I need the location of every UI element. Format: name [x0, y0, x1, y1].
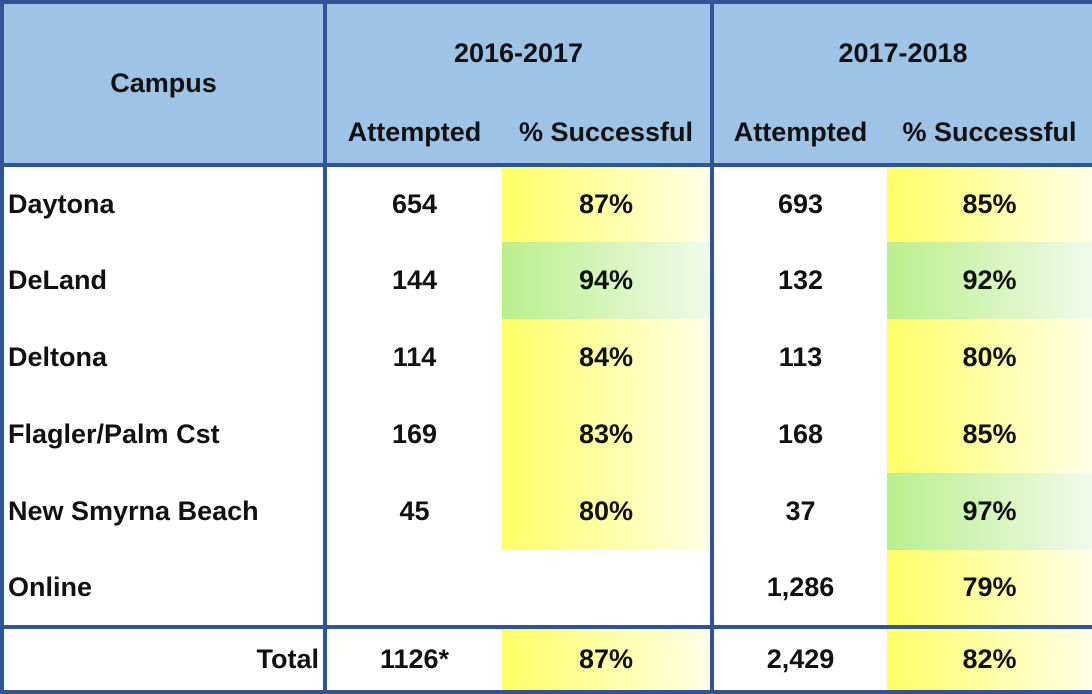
cell: 87% [502, 163, 712, 242]
subheader: % Successful [518, 117, 694, 147]
cell: 80% [502, 473, 712, 550]
cell: 113 [710, 319, 887, 396]
campus: Online [8, 572, 93, 602]
campus: Deltona [8, 342, 108, 372]
cell: 84% [502, 319, 712, 396]
campus: New Smyrna Beach [8, 496, 259, 526]
cell: 1,286 [710, 550, 887, 627]
year-header: 2017-2018 [710, 2, 1092, 102]
row: DeLand 144 94% 132 92% [2, 242, 1092, 319]
cell: 83% [502, 396, 712, 473]
cell: 654 [323, 163, 502, 242]
row: Online 1,286 79% [2, 550, 1092, 627]
campus: DeLand [8, 265, 108, 295]
cell: 144 [323, 242, 502, 319]
cell: 693 [710, 163, 887, 242]
cell: 79% [887, 550, 1092, 627]
campus: Daytona [2, 163, 325, 242]
cell [323, 550, 502, 627]
row: Deltona 114 84% 113 80% [2, 319, 1092, 396]
subheader: Attempted [323, 102, 502, 165]
cell: 169 [323, 396, 502, 473]
cell: 132 [710, 242, 887, 319]
subheader: Attempted [710, 102, 887, 165]
total-label: Total [2, 625, 325, 692]
cell: 94% [502, 242, 712, 319]
row: Flagler/Palm Cst 169 83% 168 85% [2, 396, 1092, 473]
year-header: 2016-2017 [323, 2, 712, 102]
cell: 37 [710, 473, 887, 550]
cell: 85% [887, 163, 1092, 242]
cell: 1126* [323, 625, 502, 692]
cell: 80% [887, 319, 1092, 396]
row: New Smyrna Beach 45 80% 37 97% [2, 473, 1092, 550]
row: Daytona 654 87% 693 85% [2, 163, 1092, 242]
subheader: % Successful [902, 117, 1077, 147]
cell: 97% [887, 473, 1092, 550]
campus-header: Campus [110, 68, 217, 98]
cell: 82% [887, 625, 1092, 692]
total-row: Total 1126* 87% 2,429 82% [2, 625, 1092, 692]
header-row: Campus 2016-2017 2017-2018 [2, 2, 1092, 102]
campus: Flagler/Palm Cst [8, 419, 220, 449]
cell: 87% [502, 625, 712, 692]
cell: 114 [323, 319, 502, 396]
cell [502, 550, 712, 627]
cell: 168 [710, 396, 887, 473]
cell: 45 [323, 473, 502, 550]
cell: 85% [887, 396, 1092, 473]
cell: 92% [887, 242, 1092, 319]
cell: 2,429 [710, 625, 887, 692]
